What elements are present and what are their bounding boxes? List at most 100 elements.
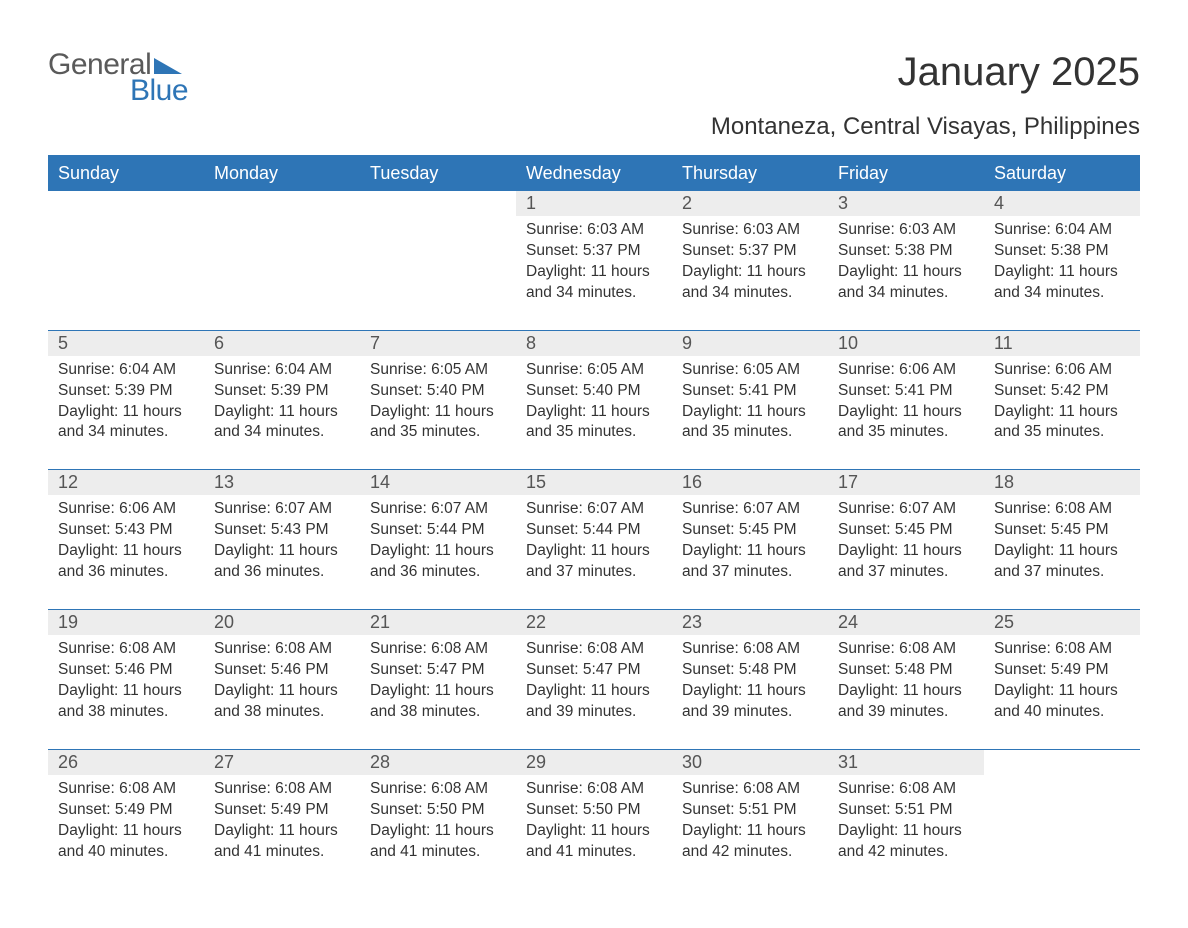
day-number-19: 19 <box>48 610 204 635</box>
day-number-20: 20 <box>204 610 360 635</box>
sunrise: Sunrise: 6:03 AM <box>526 220 662 241</box>
logo-text-blue: Blue <box>130 76 188 106</box>
day-content-28: Sunrise: 6:08 AMSunset: 5:50 PMDaylight:… <box>360 775 516 889</box>
sunrise: Sunrise: 6:08 AM <box>838 639 974 660</box>
sunrise: Sunrise: 6:08 AM <box>58 779 194 800</box>
day-content-17: Sunrise: 6:07 AMSunset: 5:45 PMDaylight:… <box>828 495 984 609</box>
day-content-19: Sunrise: 6:08 AMSunset: 5:46 PMDaylight:… <box>48 635 204 749</box>
day-content-6: Sunrise: 6:04 AMSunset: 5:39 PMDaylight:… <box>204 356 360 470</box>
dow-sunday: Sunday <box>48 157 204 190</box>
sunset: Sunset: 5:45 PM <box>994 520 1130 541</box>
day-number-24: 24 <box>828 610 984 635</box>
day-number-18: 18 <box>984 470 1140 495</box>
week-2-daynums: 12131415161718 <box>48 469 1140 495</box>
day-number-empty <box>984 750 1140 775</box>
day-content-10: Sunrise: 6:06 AMSunset: 5:41 PMDaylight:… <box>828 356 984 470</box>
day-content-4: Sunrise: 6:04 AMSunset: 5:38 PMDaylight:… <box>984 216 1140 330</box>
sunset: Sunset: 5:43 PM <box>58 520 194 541</box>
day-number-31: 31 <box>828 750 984 775</box>
sunrise: Sunrise: 6:08 AM <box>526 639 662 660</box>
week-2-content: Sunrise: 6:06 AMSunset: 5:43 PMDaylight:… <box>48 495 1140 609</box>
day-number-15: 15 <box>516 470 672 495</box>
week-1-content: Sunrise: 6:04 AMSunset: 5:39 PMDaylight:… <box>48 356 1140 470</box>
day-content-18: Sunrise: 6:08 AMSunset: 5:45 PMDaylight:… <box>984 495 1140 609</box>
daylight: Daylight: 11 hours and 37 minutes. <box>526 541 662 583</box>
dow-thursday: Thursday <box>672 157 828 190</box>
sunrise: Sunrise: 6:08 AM <box>214 639 350 660</box>
day-number-25: 25 <box>984 610 1140 635</box>
day-content-31: Sunrise: 6:08 AMSunset: 5:51 PMDaylight:… <box>828 775 984 889</box>
calendar-document: General Blue January 2025 Montaneza, Cen… <box>0 0 1188 928</box>
sunset: Sunset: 5:51 PM <box>838 800 974 821</box>
sunset: Sunset: 5:48 PM <box>838 660 974 681</box>
daylight: Daylight: 11 hours and 39 minutes. <box>526 681 662 723</box>
day-content-8: Sunrise: 6:05 AMSunset: 5:40 PMDaylight:… <box>516 356 672 470</box>
sunrise: Sunrise: 6:07 AM <box>838 499 974 520</box>
day-content-27: Sunrise: 6:08 AMSunset: 5:49 PMDaylight:… <box>204 775 360 889</box>
day-number-14: 14 <box>360 470 516 495</box>
location-subtitle: Montaneza, Central Visayas, Philippines <box>711 113 1140 141</box>
week-0-content: Sunrise: 6:03 AMSunset: 5:37 PMDaylight:… <box>48 216 1140 330</box>
day-content-21: Sunrise: 6:08 AMSunset: 5:47 PMDaylight:… <box>360 635 516 749</box>
daylight: Daylight: 11 hours and 41 minutes. <box>214 821 350 863</box>
week-4-content: Sunrise: 6:08 AMSunset: 5:49 PMDaylight:… <box>48 775 1140 889</box>
day-number-empty <box>204 191 360 216</box>
sunrise: Sunrise: 6:08 AM <box>838 779 974 800</box>
daylight: Daylight: 11 hours and 35 minutes. <box>994 402 1130 444</box>
day-content-16: Sunrise: 6:07 AMSunset: 5:45 PMDaylight:… <box>672 495 828 609</box>
day-number-23: 23 <box>672 610 828 635</box>
day-number-7: 7 <box>360 331 516 356</box>
sunrise: Sunrise: 6:07 AM <box>370 499 506 520</box>
week-1-daynums: 567891011 <box>48 330 1140 356</box>
daylight: Daylight: 11 hours and 34 minutes. <box>682 262 818 304</box>
sunset: Sunset: 5:50 PM <box>370 800 506 821</box>
daylight: Daylight: 11 hours and 35 minutes. <box>370 402 506 444</box>
logo: General Blue <box>48 50 188 106</box>
sunrise: Sunrise: 6:04 AM <box>214 360 350 381</box>
daylight: Daylight: 11 hours and 34 minutes. <box>58 402 194 444</box>
sunrise: Sunrise: 6:08 AM <box>994 499 1130 520</box>
sunrise: Sunrise: 6:08 AM <box>994 639 1130 660</box>
day-number-4: 4 <box>984 191 1140 216</box>
week-0-daynums: 1234 <box>48 190 1140 216</box>
day-content-5: Sunrise: 6:04 AMSunset: 5:39 PMDaylight:… <box>48 356 204 470</box>
sunrise: Sunrise: 6:03 AM <box>682 220 818 241</box>
daylight: Daylight: 11 hours and 35 minutes. <box>682 402 818 444</box>
sunset: Sunset: 5:47 PM <box>526 660 662 681</box>
day-content-23: Sunrise: 6:08 AMSunset: 5:48 PMDaylight:… <box>672 635 828 749</box>
day-number-2: 2 <box>672 191 828 216</box>
sunset: Sunset: 5:50 PM <box>526 800 662 821</box>
sunset: Sunset: 5:43 PM <box>214 520 350 541</box>
daylight: Daylight: 11 hours and 38 minutes. <box>58 681 194 723</box>
day-number-10: 10 <box>828 331 984 356</box>
sunrise: Sunrise: 6:04 AM <box>994 220 1130 241</box>
sunset: Sunset: 5:40 PM <box>526 381 662 402</box>
day-number-13: 13 <box>204 470 360 495</box>
day-content-7: Sunrise: 6:05 AMSunset: 5:40 PMDaylight:… <box>360 356 516 470</box>
day-content-9: Sunrise: 6:05 AMSunset: 5:41 PMDaylight:… <box>672 356 828 470</box>
sunrise: Sunrise: 6:08 AM <box>370 639 506 660</box>
sunrise: Sunrise: 6:03 AM <box>838 220 974 241</box>
daylight: Daylight: 11 hours and 37 minutes. <box>838 541 974 583</box>
day-number-22: 22 <box>516 610 672 635</box>
sunset: Sunset: 5:45 PM <box>838 520 974 541</box>
sunrise: Sunrise: 6:07 AM <box>526 499 662 520</box>
day-number-11: 11 <box>984 331 1140 356</box>
day-content-15: Sunrise: 6:07 AMSunset: 5:44 PMDaylight:… <box>516 495 672 609</box>
day-number-28: 28 <box>360 750 516 775</box>
day-content-2: Sunrise: 6:03 AMSunset: 5:37 PMDaylight:… <box>672 216 828 330</box>
day-number-29: 29 <box>516 750 672 775</box>
day-number-16: 16 <box>672 470 828 495</box>
sunset: Sunset: 5:49 PM <box>994 660 1130 681</box>
daylight: Daylight: 11 hours and 34 minutes. <box>838 262 974 304</box>
page-title: January 2025 <box>711 50 1140 95</box>
day-number-6: 6 <box>204 331 360 356</box>
dow-friday: Friday <box>828 157 984 190</box>
sunset: Sunset: 5:47 PM <box>370 660 506 681</box>
sunset: Sunset: 5:41 PM <box>682 381 818 402</box>
day-number-30: 30 <box>672 750 828 775</box>
daylight: Daylight: 11 hours and 35 minutes. <box>526 402 662 444</box>
day-number-empty <box>48 191 204 216</box>
day-number-5: 5 <box>48 331 204 356</box>
day-number-1: 1 <box>516 191 672 216</box>
